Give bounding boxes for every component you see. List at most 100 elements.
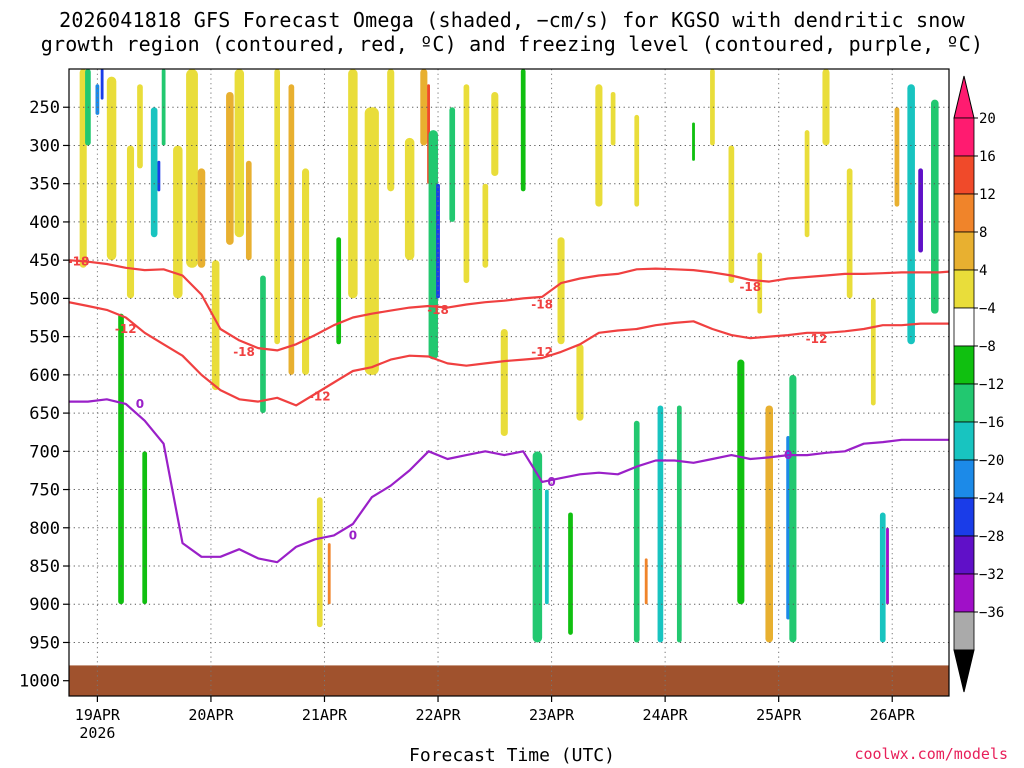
x-tick-label: 21APR: [302, 706, 348, 724]
colorbar-label: 4: [979, 263, 987, 279]
omega-cell: [226, 91, 234, 245]
colorbar-label: −28: [979, 529, 1004, 545]
omega-cell: [532, 451, 543, 643]
contour-label: -18: [68, 255, 90, 269]
colorbar-swatch: [953, 269, 975, 309]
omega-cell: [106, 76, 117, 261]
omega-cell: [327, 543, 331, 605]
colorbar-swatch: [953, 307, 975, 347]
omega-cell: [150, 107, 158, 238]
omega-cell: [197, 168, 206, 268]
omega-cell: [894, 107, 900, 207]
colorbar-bottom-arrow: [953, 649, 975, 693]
y-tick-label: 300: [29, 136, 60, 156]
chart-title-line-1: 2026041818 GFS Forecast Omega (shaded, −…: [59, 8, 965, 32]
surface-ground-fill: [69, 665, 949, 696]
omega-cell: [364, 107, 379, 375]
y-tick-label: 600: [29, 366, 60, 386]
contour-label: -12: [806, 332, 828, 346]
omega-cell: [234, 69, 245, 238]
contour-label: -18: [531, 298, 553, 312]
x-tick-label: 25APR: [756, 706, 802, 724]
omega-cell: [692, 122, 695, 161]
omega-cell: [387, 69, 395, 192]
colorbar-swatch: [953, 383, 975, 423]
y-tick-label: 500: [29, 289, 60, 309]
gridlines: [69, 69, 949, 696]
omega-cell: [557, 237, 565, 345]
contour-label: 0: [784, 448, 792, 462]
omega-cell: [657, 405, 664, 643]
colorbar-label: −12: [979, 377, 1004, 393]
contour-label: 0: [349, 528, 357, 542]
colorbar-label: 16: [979, 149, 996, 165]
x-tick-label: 20APR: [188, 706, 234, 724]
x-axis-label: Forecast Time (UTC): [409, 745, 615, 766]
omega-cell: [879, 512, 886, 643]
y-tick-label: 800: [29, 519, 60, 539]
colorbar-label: 8: [979, 225, 987, 241]
omega-cell: [765, 405, 773, 643]
omega-cell: [676, 405, 682, 643]
x-tick-label: 23APR: [529, 706, 575, 724]
omega-cell: [728, 145, 735, 284]
y-tick-label: 750: [29, 481, 60, 501]
y-axis: 250 300 350 400 450 500 550 600 650 700 750 800 850 9…: [19, 98, 69, 692]
contour-label: -12: [115, 322, 137, 336]
omega-cell: [428, 130, 439, 360]
omega-cell: [610, 91, 616, 146]
contour-label: 0: [136, 397, 144, 411]
contour-label: -12: [531, 345, 553, 359]
omega-cell: [500, 328, 508, 437]
omega-cell: [918, 168, 923, 253]
colorbar-swatch: [953, 117, 975, 157]
temperature-contours: -18 -18 -18 -18 -18 -12 -12 -12 -12 0 0 0 0: [68, 255, 949, 564]
colorbar-label: 12: [979, 187, 996, 203]
omega-cell: [576, 344, 584, 421]
contour-line: [69, 301, 949, 407]
y-tick-label: 550: [29, 328, 60, 348]
y-tick-label: 900: [29, 595, 60, 615]
colorbar-swatch: [953, 345, 975, 385]
omega-cell: [449, 107, 456, 222]
omega-shading: [79, 69, 939, 643]
y-tick-label: 950: [29, 633, 60, 653]
omega-cell: [644, 558, 648, 605]
omega-cell: [79, 69, 87, 268]
colorbar-label: −36: [979, 605, 1004, 621]
omega-cell: [568, 512, 573, 635]
omega-cell: [633, 420, 640, 643]
y-tick-label: 1000: [19, 672, 60, 692]
contour-label: -18: [233, 345, 255, 359]
y-tick-label: 400: [29, 213, 60, 233]
x-tick-label: 24APR: [643, 706, 689, 724]
colorbar-swatch: [953, 497, 975, 537]
omega-cell: [789, 374, 797, 643]
omega-cell: [846, 168, 853, 299]
omega-cell: [274, 69, 281, 345]
colorbar-swatch: [953, 231, 975, 271]
omega-cell: [100, 69, 104, 100]
omega-cell: [404, 137, 415, 261]
source-credit: coolwx.com/models: [854, 745, 1008, 763]
omega-cell: [157, 160, 161, 192]
omega-cell: [420, 69, 428, 146]
y-tick-label: 700: [29, 442, 60, 462]
x-tick-label: 22APR: [415, 706, 461, 724]
contour-label: 0: [547, 475, 555, 489]
contour-label: -18: [427, 303, 449, 317]
omega-cell: [260, 275, 266, 414]
colorbar-label: 20: [979, 111, 996, 127]
colorbar-swatch: [953, 535, 975, 575]
y-tick-label: 650: [29, 404, 60, 424]
colorbar-label: −24: [979, 491, 1004, 507]
omega-cell: [463, 84, 470, 284]
omega-cell: [245, 160, 252, 261]
y-tick-label: 250: [29, 98, 60, 118]
omega-cell: [211, 260, 220, 391]
x-tick-sublabel: 2026: [79, 724, 115, 742]
y-tick-label: 350: [29, 175, 60, 195]
omega-cell: [336, 237, 342, 345]
